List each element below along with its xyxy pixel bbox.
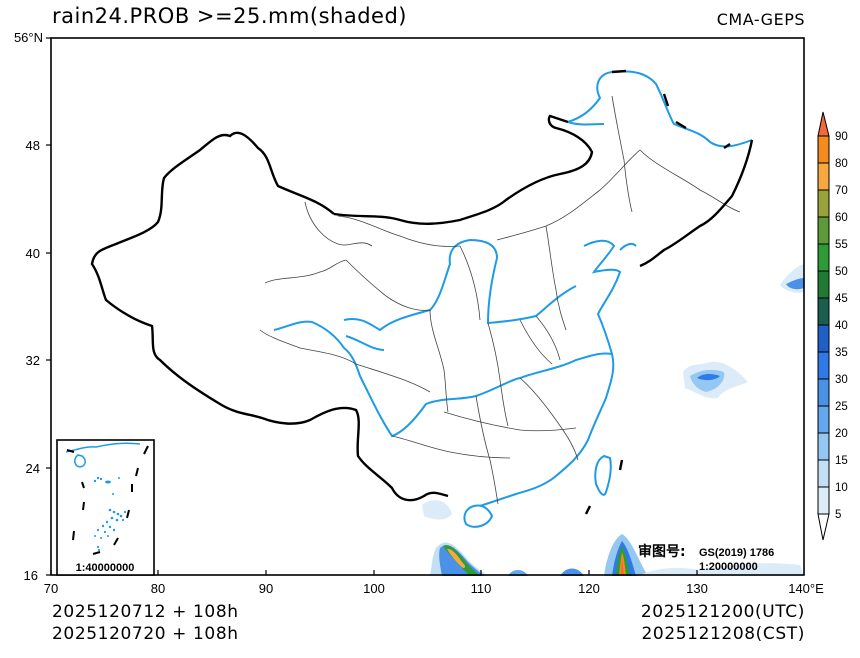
colorbar-label: 80 — [835, 158, 848, 170]
lat-label-16: 16 — [24, 568, 38, 583]
colorbar-label: 25 — [835, 401, 848, 413]
colorbar-label: 30 — [835, 374, 848, 386]
lat-ticks — [46, 37, 51, 576]
rivers-coastline — [273, 70, 753, 528]
inset-scale-label: 1:40000000 — [76, 562, 135, 574]
lon-label-70: 70 — [44, 581, 58, 596]
sea-boundary-dashes — [584, 459, 624, 515]
colorbar-label: 5 — [835, 509, 841, 521]
lon-label-90: 90 — [259, 581, 273, 596]
national-border — [90, 69, 754, 502]
lat-label-48: 48 — [26, 138, 40, 153]
colorbar-label: 10 — [835, 482, 848, 494]
lon-label-140: 140°E — [788, 581, 824, 596]
province-borders — [259, 95, 741, 505]
plot-frame — [50, 37, 805, 576]
lat-label-32: 32 — [26, 353, 40, 368]
colorbar-label: 40 — [835, 320, 848, 332]
lon-label-100: 100 — [363, 581, 385, 596]
model-source: CMA-GEPS — [716, 10, 805, 29]
colorbar-label: 35 — [835, 347, 848, 359]
colorbar-label: 45 — [835, 293, 848, 305]
main-scale-label: 1:20000000 — [699, 561, 758, 573]
colorbar-label: 60 — [835, 212, 848, 224]
lon-tick-labels: 70 80 90 100 110 120 130 140°E — [44, 581, 824, 596]
valid-time-cst: 2025121208(CST) — [641, 624, 805, 644]
colorbar: 90 80 70 60 55 50 45 40 35 30 25 20 15 1… — [817, 111, 848, 541]
lon-label-110: 110 — [471, 581, 492, 596]
lon-ticks — [50, 570, 698, 575]
probability-shading — [422, 264, 804, 576]
lat-label-24: 24 — [26, 461, 40, 476]
lat-label-40: 40 — [26, 246, 40, 261]
lat-label-56: 56°N — [14, 30, 43, 45]
init-time-block: 2025120712 + 108h 2025120720 + 108h — [52, 601, 239, 645]
colorbar-label: 90 — [835, 131, 848, 143]
map-approval-info: 审图号: GS(2019) 1786 1:20000000 — [638, 543, 774, 573]
init-time-utc: 2025120712 + 108h — [52, 602, 239, 622]
colorbar-label: 15 — [835, 455, 848, 467]
colorbar-label: 70 — [835, 185, 848, 197]
colorbar-label: 50 — [835, 266, 848, 278]
lat-tick-labels: 56°N 48 40 32 24 16 — [14, 30, 43, 583]
chart-title: rain24.PROB >=25.mm(shaded) — [52, 4, 407, 28]
review-number: GS(2019) 1786 — [699, 547, 774, 559]
colorbar-label: 20 — [835, 428, 848, 440]
inset-nine-dash-line — [66, 445, 149, 555]
lon-label-130: 130 — [686, 581, 708, 596]
valid-time-utc: 2025121200(UTC) — [640, 602, 805, 622]
valid-time-block: 2025121200(UTC) 2025121208(CST) — [641, 601, 805, 645]
review-number-label: 审图号: — [638, 543, 686, 560]
colorbar-label: 55 — [835, 239, 848, 251]
lon-label-80: 80 — [151, 581, 165, 596]
lon-label-120: 120 — [578, 581, 600, 596]
init-time-cst: 2025120720 + 108h — [52, 624, 239, 644]
south-china-sea-inset: 1:40000000 — [56, 439, 155, 576]
